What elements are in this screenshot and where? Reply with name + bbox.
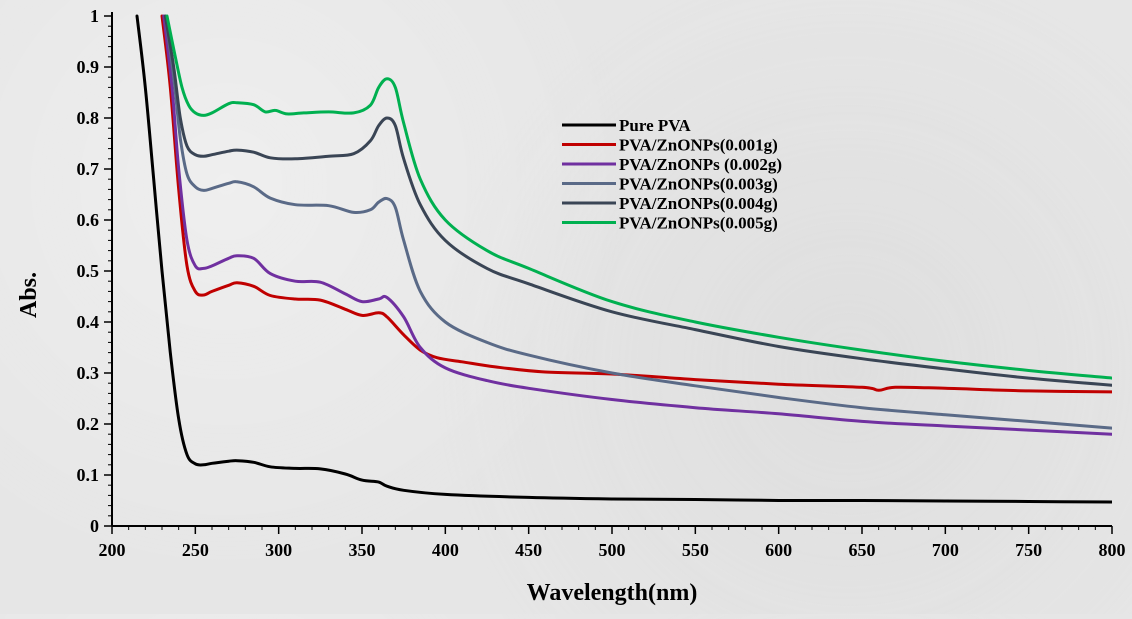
x-tick-label: 300	[265, 540, 292, 560]
legend-label-0: Pure PVA	[619, 116, 691, 135]
legend-label-5: PVA/ZnONPs(0.005g)	[619, 214, 778, 233]
x-tick-label: 450	[515, 540, 542, 560]
y-tick-label: 0.6	[77, 210, 100, 230]
y-tick-label: 0.3	[77, 363, 100, 383]
x-tick-label: 500	[599, 540, 626, 560]
y-tick-label: 0.9	[77, 57, 100, 77]
y-tick-label: 0	[90, 516, 99, 536]
x-tick-label: 650	[849, 540, 876, 560]
x-tick-label: 250	[182, 540, 209, 560]
y-tick-label: 0.5	[77, 261, 100, 281]
y-tick-label: 0.2	[77, 414, 100, 434]
y-tick-label: 0.7	[77, 159, 100, 179]
y-tick-label: 1	[90, 6, 99, 26]
legend-label-1: PVA/ZnONPs(0.001g)	[619, 136, 778, 155]
legend-label-3: PVA/ZnONPs(0.003g)	[619, 175, 778, 194]
x-tick-label: 800	[1099, 540, 1126, 560]
x-axis-title: Wavelength(nm)	[527, 580, 698, 606]
series-line-4	[163, 14, 1112, 387]
series-line-5	[165, 14, 1112, 380]
x-tick-label: 700	[932, 540, 959, 560]
x-tick-label: 750	[1015, 540, 1042, 560]
y-axis-title: Abs.	[16, 272, 42, 318]
x-tick-label: 550	[682, 540, 709, 560]
x-tick-label: 600	[765, 540, 792, 560]
legend-label-4: PVA/ZnONPs(0.004g)	[619, 194, 778, 213]
x-tick-label: 200	[99, 540, 126, 560]
series-line-1	[160, 14, 1112, 394]
axes: 200 250 300 350 400 450 500 550 600 650 700 750 800 0…	[77, 6, 1126, 560]
series-line-0	[135, 14, 1112, 504]
x-tick-label: 350	[349, 540, 376, 560]
series-lines	[135, 14, 1112, 504]
series-line-3	[163, 14, 1112, 430]
legend-label-2: PVA/ZnONPs (0.002g)	[619, 155, 782, 174]
x-tick-label: 400	[432, 540, 459, 560]
y-tick-label: 0.1	[77, 465, 100, 485]
y-tick-label: 0.8	[77, 108, 100, 128]
series-line-2	[162, 14, 1112, 436]
y-tick-label: 0.4	[77, 312, 100, 332]
